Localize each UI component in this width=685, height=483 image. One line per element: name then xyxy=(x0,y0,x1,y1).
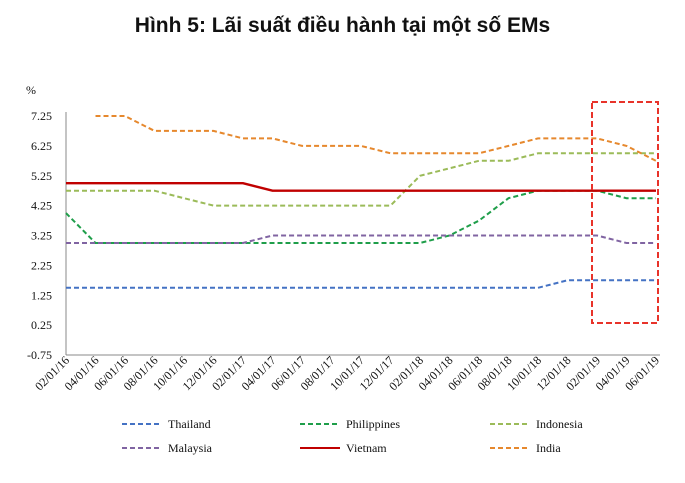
y-tick-label: 1.25 xyxy=(31,288,52,302)
legend-label: Malaysia xyxy=(168,441,213,455)
axes xyxy=(65,112,660,356)
y-tick-label: 6.25 xyxy=(31,139,52,153)
series-line-thailand xyxy=(66,279,656,289)
series-line-malaysia xyxy=(66,234,656,244)
series-line-vietnam xyxy=(66,182,656,192)
series-line-indonesia xyxy=(66,152,656,207)
series-line-philippines xyxy=(65,189,656,244)
y-tick-label: 5.25 xyxy=(31,169,52,183)
legend-label: Vietnam xyxy=(346,441,387,455)
legend: Thailand Philippines Indonesia Malaysia Viet… xyxy=(122,417,583,455)
legend-label: Philippines xyxy=(346,417,400,431)
y-tick-label: 3.25 xyxy=(31,229,52,243)
highlight-box xyxy=(591,101,659,324)
legend-label: Thailand xyxy=(168,417,211,431)
y-tick-label: 7.25 xyxy=(31,109,52,123)
legend-label: Indonesia xyxy=(536,417,583,431)
y-tick-label: 2.25 xyxy=(31,258,52,272)
highlight-box-group xyxy=(591,101,659,324)
y-tick-labels: 7.25 6.25 5.25 4.25 3.25 2.25 1.25 0.25 -0.75 xyxy=(27,109,52,362)
y-tick-label: -0.75 xyxy=(27,348,52,362)
y-tick-label: 4.25 xyxy=(31,199,52,213)
x-tick-labels: 02/01/1604/01/1606/01/1608/01/1610/01/16… xyxy=(32,353,662,393)
series-line-india xyxy=(95,115,657,162)
chart-title: Hình 5: Lãi suất điều hành tại một số EM… xyxy=(134,14,551,37)
y-tick-label: 0.25 xyxy=(31,318,52,332)
series-lines xyxy=(65,115,657,289)
y-axis-unit: % xyxy=(26,83,36,97)
legend-label: India xyxy=(536,441,561,455)
